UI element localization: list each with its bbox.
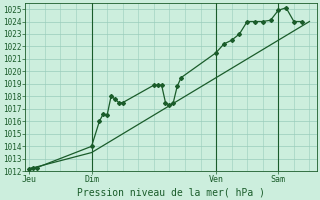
X-axis label: Pression niveau de la mer( hPa ): Pression niveau de la mer( hPa ) [77, 187, 265, 197]
